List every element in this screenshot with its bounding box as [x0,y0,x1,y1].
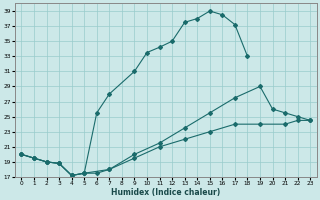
X-axis label: Humidex (Indice chaleur): Humidex (Indice chaleur) [111,188,220,197]
